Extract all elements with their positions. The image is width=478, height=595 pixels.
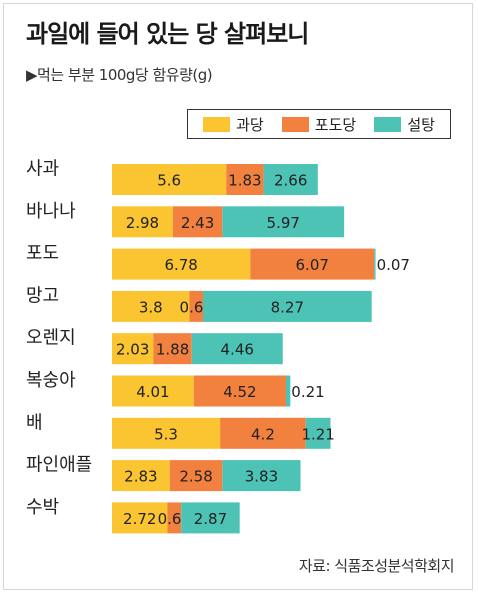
category-label: 사과 [26, 159, 59, 180]
value-label-sucrose: 4.46 [221, 341, 254, 359]
value-label-fructose: 2.72 [123, 510, 156, 528]
bar-segment-glucose [193, 375, 287, 407]
bar-segment-fructose [112, 290, 190, 322]
chart-frame [3, 3, 473, 590]
bar-segment-fructose [112, 206, 173, 238]
value-label-fructose: 3.8 [139, 298, 163, 316]
legend-item-sucrose: 설탕 [374, 114, 435, 135]
bar-segment-sucrose [263, 164, 318, 195]
category-label: 복숭아 [26, 370, 76, 391]
bar-segment-glucose [189, 290, 203, 322]
bar-segment-sucrose [181, 502, 240, 534]
value-label-fructose: 2.83 [124, 468, 157, 486]
legend-item-glucose: 포도당 [281, 114, 357, 135]
category-label: 포도 [26, 243, 59, 264]
category-label: 오렌지 [26, 328, 76, 349]
bar-segment-sucrose [305, 417, 331, 449]
value-label-sucrose: 8.27 [271, 298, 304, 316]
category-label: 배 [26, 412, 43, 433]
value-label-sucrose: 2.87 [194, 510, 227, 528]
value-label-fructose: 5.3 [154, 425, 178, 443]
value-label-sucrose: 0.21 [291, 383, 324, 401]
chart-subtitle: ▶먹는 부분 100g당 함유량(g) [26, 66, 213, 84]
legend-label-glucose: 포도당 [314, 115, 357, 134]
bar-segment-glucose [172, 206, 223, 238]
category-label: 수박 [26, 497, 59, 518]
category-label: 파인애플 [26, 455, 92, 476]
value-label-fructose: 5.6 [157, 172, 181, 190]
legend: 과당 포도당 설탕 [187, 109, 451, 139]
value-label-fructose: 2.98 [126, 214, 159, 232]
bar-segment-glucose [167, 502, 182, 534]
legend-swatch-glucose [281, 116, 309, 132]
bar-segment-glucose [220, 417, 306, 449]
value-label-sucrose: 2.66 [274, 172, 307, 190]
bar-segment-glucose [153, 333, 192, 365]
value-label-sucrose: 0.07 [377, 256, 410, 274]
legend-swatch-fructose [203, 116, 231, 132]
bar-segment-glucose [169, 460, 223, 492]
legend-swatch-sucrose [374, 116, 402, 132]
value-label-glucose: 6.07 [296, 256, 329, 274]
value-label-sucrose: 3.83 [245, 468, 278, 486]
bar-segment-sucrose [374, 248, 376, 280]
bar-segment-sucrose [286, 375, 291, 407]
bar-segment-glucose [226, 164, 264, 195]
value-label-glucose: 2.58 [179, 468, 212, 486]
bar-segment-fructose [112, 460, 170, 492]
bar-segment-fructose [112, 417, 221, 449]
value-label-fructose: 6.78 [164, 256, 197, 274]
bar-segment-fructose [112, 502, 168, 534]
legend-item-fructose: 과당 [203, 114, 264, 135]
value-label-glucose: 1.83 [228, 172, 261, 190]
value-label-sucrose: 1.21 [301, 425, 334, 443]
chart-title: 과일에 들어 있는 당 살펴보니 [26, 20, 309, 48]
bar-segment-sucrose [222, 460, 301, 492]
bar-segment-glucose [250, 248, 375, 280]
bar-segment-sucrose [222, 206, 345, 238]
bar-segment-sucrose [202, 290, 372, 322]
bar-segment-fructose [112, 375, 194, 407]
value-label-glucose: 2.43 [181, 214, 214, 232]
value-label-glucose: 1.88 [156, 341, 189, 359]
source-note: 자료: 식품조성분석학회지 [298, 557, 455, 575]
bar-segment-sucrose [191, 333, 283, 365]
bar-segment-fructose [112, 164, 227, 195]
category-label: 망고 [26, 285, 59, 306]
value-label-fructose: 2.03 [116, 341, 149, 359]
bar-segment-fructose [112, 248, 251, 280]
value-label-fructose: 4.01 [136, 383, 169, 401]
value-label-glucose: 4.52 [223, 383, 256, 401]
value-label-glucose: 4.2 [251, 425, 275, 443]
legend-label-fructose: 과당 [236, 115, 264, 134]
value-label-sucrose: 5.97 [267, 214, 300, 232]
category-label: 바나나 [26, 201, 76, 222]
legend-label-sucrose: 설탕 [407, 115, 435, 134]
bar-segment-fructose [112, 333, 154, 365]
